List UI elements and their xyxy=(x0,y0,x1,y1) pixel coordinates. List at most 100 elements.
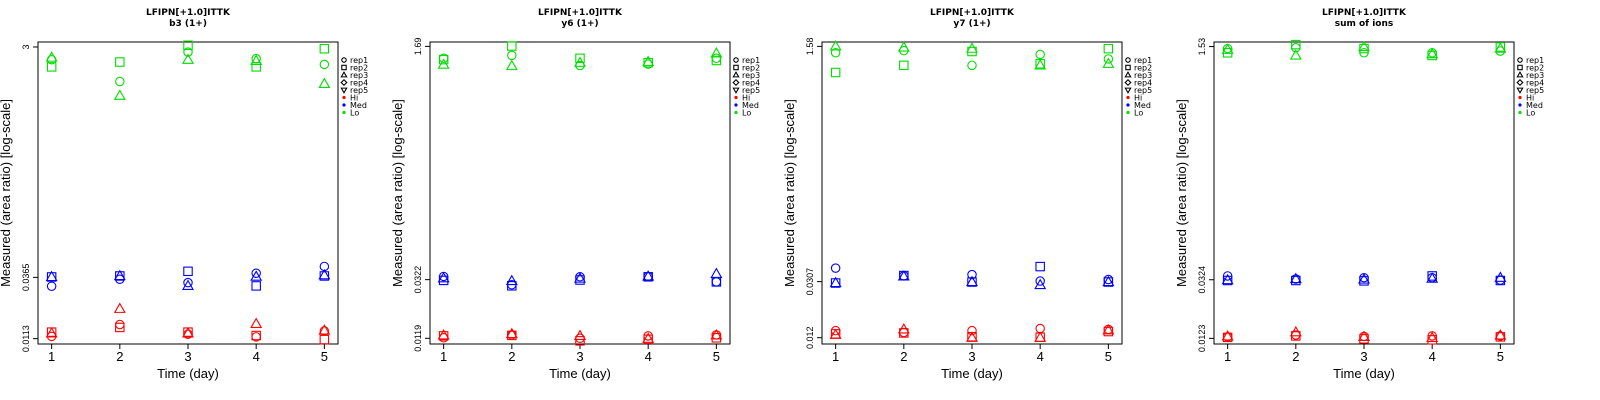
data-point-hi-rep3 xyxy=(574,329,586,340)
data-point-med-rep3 xyxy=(574,272,586,283)
plot-frame xyxy=(429,41,731,345)
data-point-med-rep3 xyxy=(897,270,910,281)
data-point-hi-rep3 xyxy=(1426,331,1439,342)
data-point-lo-rep3 xyxy=(966,42,978,53)
data-point-hi-rep3 xyxy=(182,327,194,338)
data-point-lo-rep1 xyxy=(1035,49,1045,60)
data-point-lo-rep2 xyxy=(438,54,449,65)
data-point-lo-rep1 xyxy=(115,76,125,87)
data-point-hi-rep3 xyxy=(318,324,331,335)
data-point-med-rep3 xyxy=(1221,273,1234,285)
legend-symbol-rep4 xyxy=(340,78,348,87)
chart-subtitle: sum of ions xyxy=(1335,19,1394,29)
data-point-med-rep2 xyxy=(251,281,261,291)
data-point-hi-rep3 xyxy=(1494,329,1507,340)
legend-label-hi: Hi xyxy=(742,94,750,103)
legend-symbol-rep5 xyxy=(1124,87,1132,94)
legend-label-rep4: rep4 xyxy=(350,79,368,88)
data-point-med-rep3 xyxy=(966,275,978,287)
data-point-med-rep2 xyxy=(1222,275,1233,286)
x-tick-label: 5 xyxy=(713,349,720,364)
legend-label-hi: Hi xyxy=(1134,94,1142,103)
data-point-lo-rep3 xyxy=(897,41,910,52)
data-point-hi-rep2 xyxy=(251,330,261,341)
legend-label-rep5: rep5 xyxy=(350,86,368,95)
data-point-lo-rep3 xyxy=(642,55,655,66)
data-point-lo-rep1 xyxy=(967,60,977,71)
x-tick-label: 1 xyxy=(832,349,839,364)
legend-symbol-rep1 xyxy=(1517,57,1523,63)
y-tick-label: 1.69 xyxy=(413,38,423,56)
data-point-med-rep2 xyxy=(507,281,517,291)
data-point-med-rep3 xyxy=(829,276,842,288)
legend-label-rep3: rep3 xyxy=(1526,71,1544,80)
data-point-hi-rep3 xyxy=(113,302,126,313)
y-tick-label: 0.0113 xyxy=(21,325,31,352)
data-point-hi-rep3 xyxy=(710,329,723,340)
y-tick-label: 1.53 xyxy=(1197,38,1207,56)
data-point-hi-rep3 xyxy=(642,332,655,343)
legend-label-med: Med xyxy=(350,101,367,110)
legend-label-rep1: rep1 xyxy=(350,56,368,65)
legend-symbol-rep3 xyxy=(1124,71,1132,78)
data-point-lo-rep3 xyxy=(318,77,331,89)
y-axis-title: Measured (area ratio) [log-scale] xyxy=(782,99,797,287)
data-point-lo-rep1 xyxy=(711,53,722,64)
x-tick-label: 4 xyxy=(645,349,652,364)
legend-label-lo: Lo xyxy=(1526,109,1535,118)
chart-title: LFIPN[+1.0]ITTK xyxy=(146,8,231,18)
x-tick-label: 4 xyxy=(1429,349,1436,364)
data-point-lo-rep3 xyxy=(437,58,450,69)
legend-label-med: Med xyxy=(1134,101,1151,110)
y-tick-label: 0.0123 xyxy=(1197,325,1207,353)
legend-symbol-Hi xyxy=(734,95,738,100)
data-point-lo-rep3 xyxy=(574,56,586,67)
legend-label-rep3: rep3 xyxy=(1134,71,1152,80)
legend-label-lo: Lo xyxy=(742,109,751,118)
data-point-lo-rep3 xyxy=(710,47,723,58)
legend-label-rep5: rep5 xyxy=(1134,86,1152,95)
x-tick-label: 2 xyxy=(508,349,515,364)
data-point-hi-rep1 xyxy=(115,319,125,330)
legend-symbol-Hi xyxy=(1518,95,1522,100)
x-tick-label: 4 xyxy=(1037,349,1044,364)
data-point-lo-rep1 xyxy=(830,47,841,58)
y-tick-label: 0.012 xyxy=(805,326,815,349)
y-tick-label: 3 xyxy=(21,44,31,49)
data-point-med-rep3 xyxy=(437,271,450,283)
data-point-med-rep1 xyxy=(711,277,722,287)
data-point-hi-rep3 xyxy=(1289,325,1302,337)
data-point-med-rep3 xyxy=(710,267,723,279)
data-point-hi-rep3 xyxy=(1034,331,1047,342)
legend-label-rep1: rep1 xyxy=(1134,56,1152,65)
data-point-lo-rep1 xyxy=(319,59,330,70)
data-point-hi-rep2 xyxy=(438,331,449,341)
y-tick-label: 1.58 xyxy=(805,38,815,56)
legend-symbol-rep5 xyxy=(340,87,348,94)
data-point-hi-rep3 xyxy=(1221,330,1234,341)
x-axis-title: Time (day) xyxy=(941,366,1003,381)
data-point-hi-rep3 xyxy=(1358,330,1370,341)
data-point-med-rep2 xyxy=(183,266,193,277)
chart-subtitle: b3 (1+) xyxy=(169,19,207,29)
x-tick-label: 5 xyxy=(321,349,328,364)
legend-label-rep1: rep1 xyxy=(1526,56,1544,65)
chart-subtitle: y6 (1+) xyxy=(561,19,598,29)
data-point-lo-rep3 xyxy=(1289,49,1302,60)
data-point-lo-rep3 xyxy=(1426,47,1439,59)
data-point-med-rep3 xyxy=(1289,272,1302,284)
data-point-hi-rep2 xyxy=(643,334,653,345)
legend-symbol-Lo xyxy=(734,110,738,115)
legend-symbol-rep4 xyxy=(732,78,740,87)
data-point-med-rep1 xyxy=(830,263,841,273)
data-point-hi-rep3 xyxy=(829,328,842,339)
x-tick-label: 3 xyxy=(576,349,583,364)
legend-symbol-rep1 xyxy=(341,57,347,63)
legend-label-rep5: rep5 xyxy=(1526,86,1544,95)
x-axis-title: Time (day) xyxy=(1333,366,1395,381)
data-point-med-rep3 xyxy=(113,269,126,281)
legend-label-rep2: rep2 xyxy=(1526,64,1544,73)
data-point-med-rep2 xyxy=(1035,261,1045,272)
x-tick-label: 2 xyxy=(900,349,907,364)
